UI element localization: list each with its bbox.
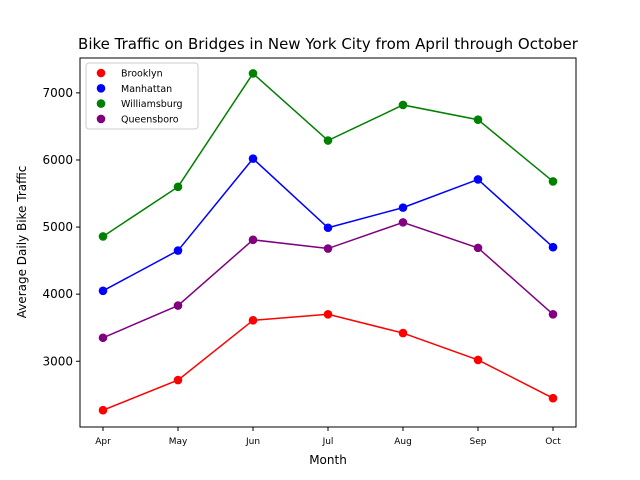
data-point-brooklyn [473,355,483,365]
data-point-manhattan [398,203,408,212]
x-tick-label: Jul [322,437,334,447]
data-point-williamsburg [398,100,408,110]
data-point-brooklyn [323,309,333,319]
legend-label: Manhattan [121,84,172,95]
legend-label: Brooklyn [121,69,163,80]
data-point-manhattan [173,246,183,255]
legend-marker-williamsburg [96,99,106,108]
data-point-manhattan [98,286,108,296]
legend-box [85,62,199,130]
data-point-brooklyn [548,393,558,403]
data-point-williamsburg [173,182,183,192]
data-point-queensboro [248,235,258,245]
x-tick-label: Apr [95,437,111,447]
data-point-williamsburg [323,136,333,145]
x-tick-label: Jun [245,437,260,447]
data-point-queensboro [398,218,408,227]
series-layer [98,69,558,415]
data-point-queensboro [173,301,183,310]
data-point-brooklyn [398,328,408,338]
data-point-manhattan [323,223,333,233]
axis-ticks: Apr May Jun Jul Aug Sep Oct 3000 4000 5000 6000 700… [42,86,561,447]
data-point-williamsburg [98,232,108,241]
legend-marker-queensboro [96,114,106,124]
data-point-brooklyn [98,405,108,415]
x-tick-label: May [169,437,188,447]
data-point-queensboro [473,243,483,253]
data-point-brooklyn [173,375,183,385]
x-tick-label: Aug [394,437,412,447]
y-tick-label: 4000 [42,287,73,301]
data-point-brooklyn [248,316,258,325]
data-point-williamsburg [473,115,483,125]
y-axis-label: Average Daily Bike Traffic [15,166,29,319]
data-point-manhattan [548,242,558,252]
y-tick-label: 6000 [42,153,73,167]
legend: Brooklyn Manhattan Williamsburg Queensboro [85,62,199,130]
legend-marker-brooklyn [96,68,106,78]
chart-title: Bike Traffic on Bridges in New York City… [78,35,579,53]
x-axis-label: Month [309,453,347,467]
data-point-manhattan [248,154,258,163]
data-point-manhattan [473,175,483,184]
data-point-williamsburg [548,177,558,186]
y-tick-label: 5000 [42,220,73,234]
data-point-williamsburg [248,69,258,78]
legend-label: Williamsburg [121,99,183,110]
legend-marker-manhattan [96,84,106,93]
legend-label: Queensboro [121,114,179,125]
data-point-queensboro [98,333,108,343]
data-point-queensboro [323,244,333,253]
y-tick-label: 7000 [42,86,73,100]
x-tick-label: Oct [545,437,561,447]
y-tick-label: 3000 [42,354,73,368]
data-point-queensboro [548,309,558,319]
x-tick-label: Sep [470,437,487,447]
